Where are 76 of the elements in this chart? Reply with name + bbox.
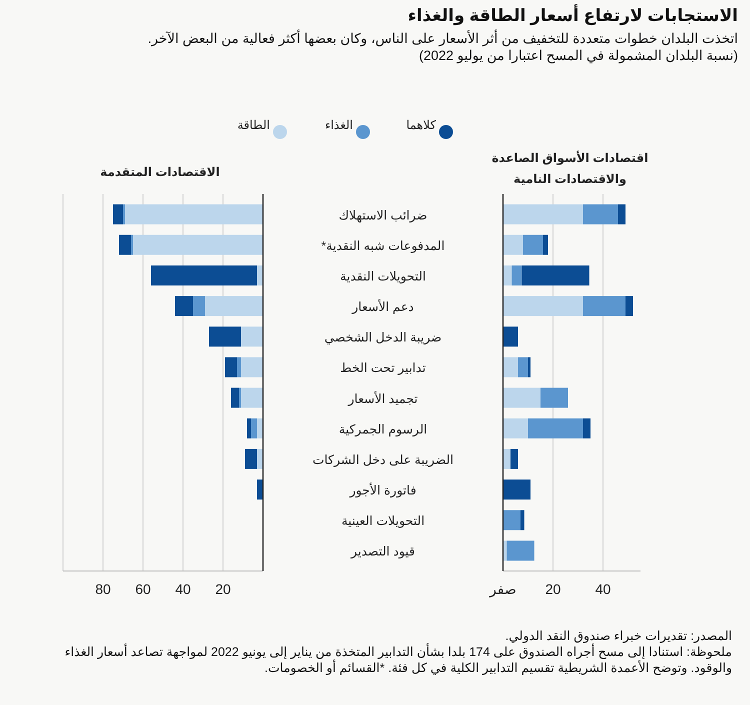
bar (503, 204, 583, 224)
bar (520, 510, 524, 530)
x-tick-label: 20 (545, 581, 561, 597)
x-tick-label: 60 (135, 581, 151, 597)
bar (503, 418, 528, 438)
y-tick-label: تجميد الأسعار (347, 390, 418, 407)
bar (522, 265, 590, 286)
bar (251, 418, 257, 438)
bar (241, 388, 263, 408)
y-tick-label: تدابير تحت الخط (340, 361, 426, 376)
bar (125, 204, 263, 224)
bar (503, 296, 583, 316)
bar (503, 448, 510, 469)
bar (503, 234, 523, 255)
bar (583, 296, 626, 316)
y-tick-label: المدفوعات شبه النقدية* (321, 238, 445, 254)
bar (528, 418, 583, 438)
x-tick-label: 40 (595, 581, 611, 597)
legend-label: كلاهما (406, 118, 436, 132)
bar (113, 204, 123, 224)
x-tick-label: صفر (488, 581, 516, 598)
bar (241, 357, 263, 378)
bar (231, 388, 239, 408)
bar (193, 296, 205, 316)
annotation: المصدر: تقديرات خبراء صندوق النقد الدولي. ملحوظة: استنادا إلى مسح أجراه الصندوق على 174 بلدا بشأن التدابير المتخذة من يناير إلى يونيو 2022 لمواجهة تصاعد أسعار الغذاء والوقود. وتوضح الأعمدة الشريطية تقسيم التدابير الكلية في كل فئة. *القسائم أو الخصومات. (64, 628, 732, 676)
bar (257, 480, 263, 500)
text: الاقتصادات المتقدمة (100, 165, 220, 179)
bar (503, 388, 540, 408)
y-tick-label: الرسوم الجمركية (338, 422, 428, 438)
bar (583, 418, 590, 438)
y-tick-label: ضريبة الدخل الشخصي (324, 330, 442, 346)
bar (626, 296, 633, 316)
subtitle: اتخذت البلدان خطوات متعددة للتخفيف من أثر الأسعار على الناس، وكان بعضها أكثر فعالية من البعض الآخر. (نسبة البلدان المشمولة في المسح اعتبارا من يوليو 2022) (146, 30, 738, 64)
bar (503, 357, 518, 378)
bar (512, 265, 522, 286)
y-tick-label: ضرائب الاستهلاك (338, 208, 428, 224)
bar (618, 204, 626, 224)
bar (583, 204, 618, 224)
chart-title: اقتصادات الأسواق الصاعدة والاقتصادات النامية (492, 150, 648, 186)
legend-label: الغذاء (324, 118, 353, 132)
y-tick-label: فاتورة الأجور (348, 482, 416, 499)
bar (523, 234, 543, 255)
bar (503, 540, 507, 561)
legend-label: الطاقة (237, 118, 270, 132)
bar (510, 448, 518, 469)
y-tick-label: التحويلات النقدية (340, 269, 426, 284)
bar (225, 357, 237, 378)
bar (205, 296, 263, 316)
bar (518, 357, 528, 378)
y-tick-label: التحويلات العينية (341, 514, 425, 530)
bar (257, 448, 263, 469)
bar (257, 418, 263, 438)
y-tick-label: الضريبة على دخل الشركات (312, 452, 454, 468)
bar (151, 265, 257, 286)
bar (506, 540, 534, 561)
x-tick-label: 80 (95, 581, 111, 597)
bar (175, 296, 193, 316)
y-tick-label: قيود التصدير (350, 544, 416, 560)
bar (257, 265, 263, 286)
bar (503, 510, 520, 530)
bar (237, 357, 241, 378)
title: الاستجابات لارتفاع أسعار الطاقة والغذاء (408, 6, 738, 26)
bar (503, 326, 518, 347)
bar (119, 234, 131, 255)
bar (245, 448, 257, 469)
bar (209, 326, 241, 347)
bar (540, 388, 568, 408)
y-tick-label: دعم الأسعار (351, 299, 414, 316)
bar (241, 326, 263, 347)
bar (503, 265, 512, 286)
bar (133, 234, 263, 255)
bar (503, 480, 530, 500)
bar (543, 234, 548, 255)
x-tick-label: 20 (215, 581, 231, 597)
x-tick-label: 40 (175, 581, 191, 597)
bar (247, 418, 251, 438)
